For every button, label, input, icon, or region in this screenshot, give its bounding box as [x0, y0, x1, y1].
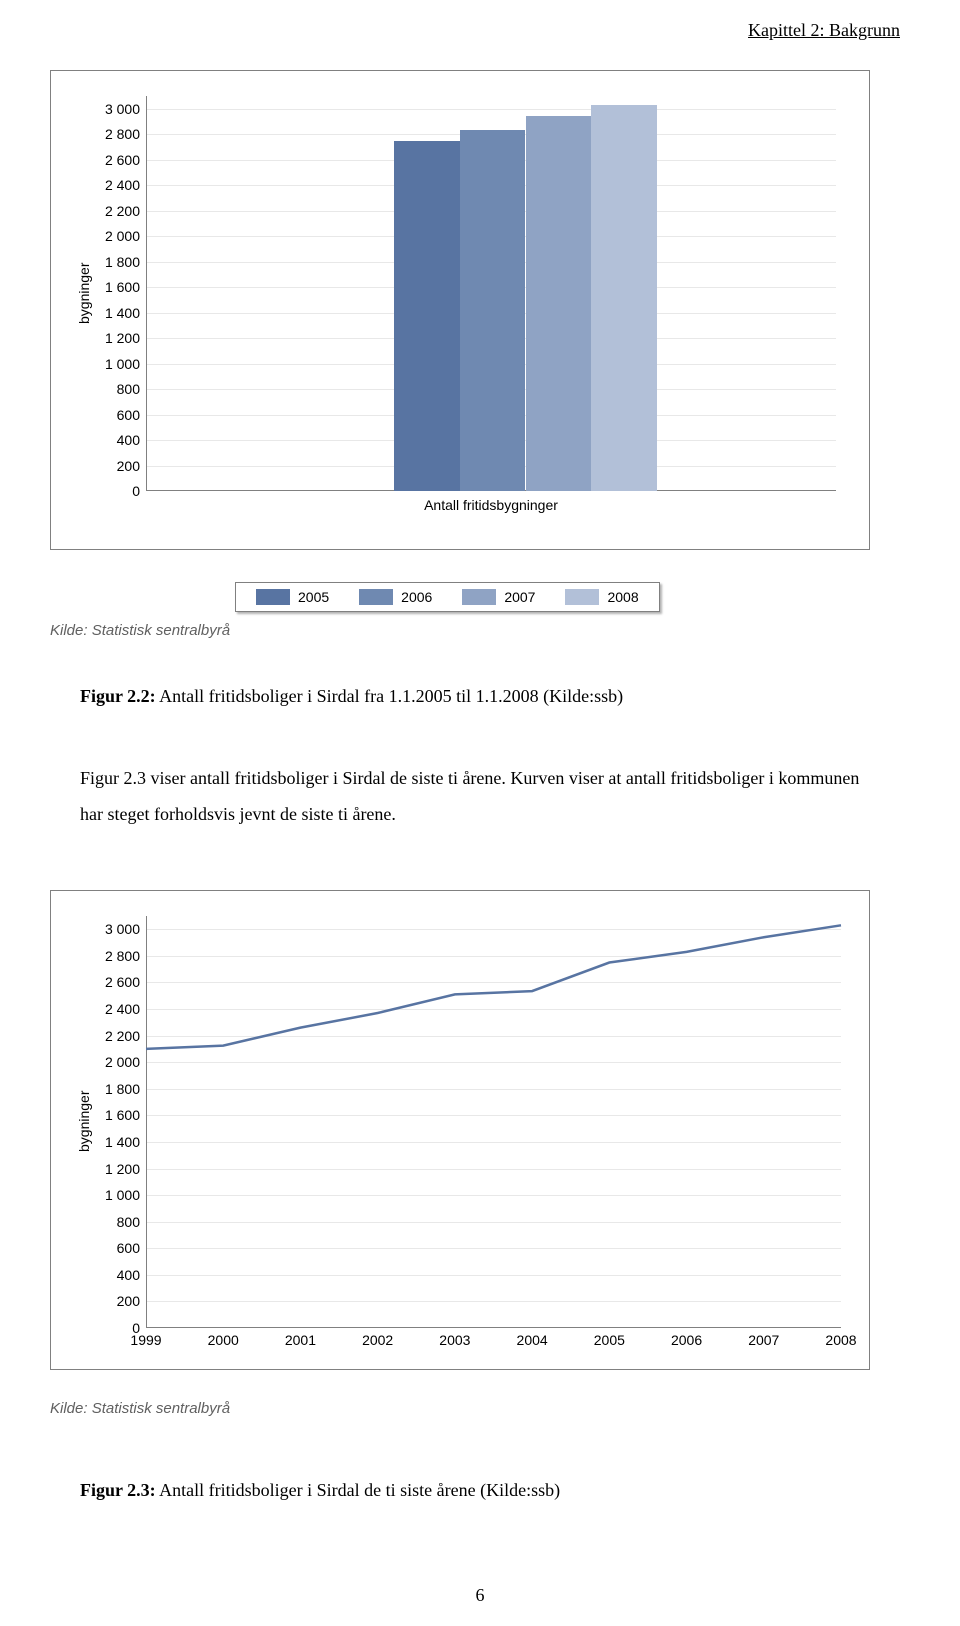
- legend-label: 2005: [298, 589, 329, 605]
- y-tick-label: 2 600: [105, 974, 140, 990]
- y-tick-label: 200: [117, 458, 140, 474]
- legend-item-2005: 2005: [256, 589, 329, 605]
- x-tick-label: 2005: [594, 1332, 625, 1348]
- figure-2-3-caption: Figur 2.3: Antall fritidsboliger i Sirda…: [80, 1480, 560, 1501]
- page-number: 6: [476, 1585, 485, 1606]
- y-tick-label: 2 800: [105, 126, 140, 142]
- x-tick-label: 2007: [748, 1332, 779, 1348]
- x-tick-label: 2006: [671, 1332, 702, 1348]
- y-tick-label: 600: [117, 1240, 140, 1256]
- y-tick-label: 3 000: [105, 921, 140, 937]
- y-axis-line: [146, 96, 147, 491]
- line-series: [146, 916, 841, 1328]
- legend-swatch: [256, 589, 290, 605]
- y-tick-label: 2 200: [105, 203, 140, 219]
- bar-2008: [591, 105, 657, 491]
- body-paragraph: Figur 2.3 viser antall fritidsboliger i …: [80, 760, 880, 832]
- y-tick-label: 1 800: [105, 1081, 140, 1097]
- caption-text: Antall fritidsboliger i Sirdal fra 1.1.2…: [156, 686, 623, 706]
- y-tick-label: 600: [117, 407, 140, 423]
- y-tick-label: 1 600: [105, 1107, 140, 1123]
- bar-chart-source: Kilde: Statistisk sentralbyrå: [50, 622, 230, 639]
- legend-label: 2006: [401, 589, 432, 605]
- y-tick-label: 1 600: [105, 279, 140, 295]
- y-tick-label: 2 000: [105, 228, 140, 244]
- y-tick-label: 1 000: [105, 356, 140, 372]
- y-tick-label: 1 200: [105, 330, 140, 346]
- y-tick-label: 1 400: [105, 1134, 140, 1150]
- y-tick-label: 2 400: [105, 177, 140, 193]
- y-tick-label: 800: [117, 381, 140, 397]
- bar-chart-legend: 2005 2006 2007 2008: [235, 582, 660, 612]
- y-tick-label: 2 800: [105, 948, 140, 964]
- legend-swatch: [462, 589, 496, 605]
- caption-label: Figur 2.2:: [80, 686, 156, 706]
- y-tick-label: 1 800: [105, 254, 140, 270]
- gridline: [146, 109, 836, 110]
- caption-text: Antall fritidsboliger i Sirdal de ti sis…: [156, 1480, 560, 1500]
- x-tick-label: 2000: [208, 1332, 239, 1348]
- caption-label: Figur 2.3:: [80, 1480, 156, 1500]
- y-tick-label: 1 400: [105, 305, 140, 321]
- bar-2007: [526, 116, 592, 491]
- y-tick-label: 400: [117, 1267, 140, 1283]
- y-tick-label: 2 200: [105, 1028, 140, 1044]
- line-chart-source: Kilde: Statistisk sentralbyrå: [50, 1400, 230, 1417]
- y-tick-label: 0: [132, 483, 140, 499]
- legend-item-2007: 2007: [462, 589, 535, 605]
- figure-2-2-caption: Figur 2.2: Antall fritidsboliger i Sirda…: [80, 686, 623, 707]
- x-tick-label: 2001: [285, 1332, 316, 1348]
- bar-2006: [460, 130, 526, 491]
- legend-item-2008: 2008: [565, 589, 638, 605]
- legend-label: 2008: [607, 589, 638, 605]
- x-tick-label: 2004: [517, 1332, 548, 1348]
- bar-chart-frame: 0 200 400 600 800 1 000 1 200 1 400 1 600 1 800 2 …: [50, 70, 870, 550]
- y-tick-label: 400: [117, 432, 140, 448]
- y-axis-label: bygninger: [76, 262, 92, 324]
- y-tick-label: 3 000: [105, 101, 140, 117]
- y-tick-label: 2 400: [105, 1001, 140, 1017]
- line-chart-frame: 200 400 600 800 1 000 1 200 1 400 1 600 1 800 2 0…: [50, 890, 870, 1370]
- y-tick-label: 2 000: [105, 1054, 140, 1070]
- line-chart: 200 400 600 800 1 000 1 200 1 400 1 600 1 800 2 0…: [50, 890, 870, 1370]
- bar-chart-plot: 02004006008001 0001 2001 4001 6001 8002 …: [146, 96, 836, 491]
- y-axis-label: bygninger: [76, 1091, 92, 1153]
- bar-2005: [394, 141, 460, 491]
- x-tick-label: 2008: [825, 1332, 856, 1348]
- legend-label: 2007: [504, 589, 535, 605]
- legend-swatch: [565, 589, 599, 605]
- page-header: Kapittel 2: Bakgrunn: [748, 20, 900, 41]
- legend-item-2006: 2006: [359, 589, 432, 605]
- y-tick-label: 1 000: [105, 1187, 140, 1203]
- y-tick-label: 1 200: [105, 1161, 140, 1177]
- x-tick-label: 1999: [130, 1332, 161, 1348]
- x-tick-label: 2003: [439, 1332, 470, 1348]
- y-tick-label: 200: [117, 1293, 140, 1309]
- y-tick-label: 2 600: [105, 152, 140, 168]
- y-tick-label: 800: [117, 1214, 140, 1230]
- x-axis-label: Antall fritidsbygninger: [424, 497, 558, 513]
- line-chart-plot: 2004006008001 0001 2001 4001 6001 8002 0…: [146, 916, 841, 1328]
- x-tick-label: 2002: [362, 1332, 393, 1348]
- bar-chart: 0 200 400 600 800 1 000 1 200 1 400 1 600 1 800 2 …: [50, 70, 870, 550]
- legend-swatch: [359, 589, 393, 605]
